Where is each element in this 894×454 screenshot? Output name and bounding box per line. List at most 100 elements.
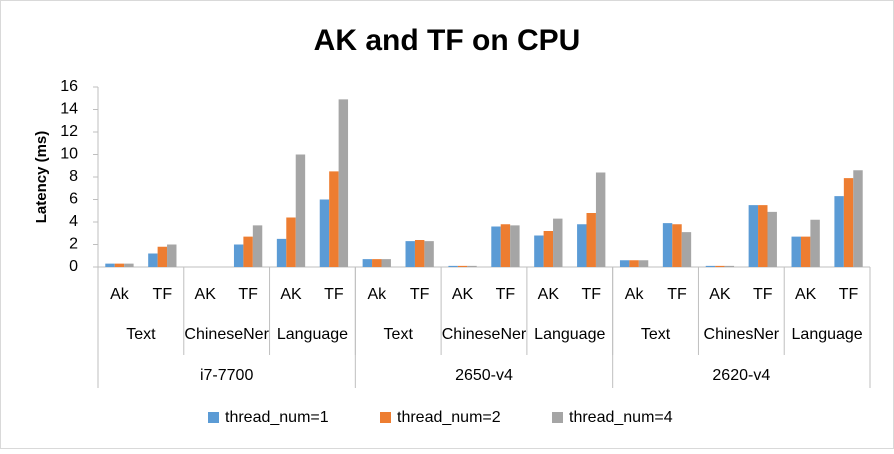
- x-tick-label: AK: [280, 286, 302, 303]
- y-tick-label: 12: [60, 123, 78, 140]
- bar: [843, 178, 854, 267]
- bar: [791, 236, 801, 267]
- x-tick-label: Ak: [367, 286, 387, 303]
- x-tick-label: TF: [153, 286, 173, 303]
- bar: [329, 171, 339, 267]
- bar: [233, 244, 244, 267]
- x-tick-label: AK: [795, 286, 817, 303]
- subgroup-label: Text: [641, 326, 671, 343]
- bar: [500, 224, 511, 267]
- x-tick-label: Ak: [625, 286, 645, 303]
- bar: [662, 223, 673, 267]
- bar: [414, 240, 425, 267]
- subgroup-label: Language: [534, 326, 605, 343]
- group-label: 2620-v4: [712, 367, 770, 384]
- subgroup-label: Language: [792, 326, 863, 343]
- bar: [276, 238, 287, 267]
- x-tick-label: TF: [324, 286, 344, 303]
- legend-label: thread_num=2: [397, 409, 501, 426]
- bar: [543, 231, 554, 267]
- subgroup-label: ChineseNer: [442, 326, 527, 343]
- x-tick-label: AK: [709, 286, 731, 303]
- bar: [758, 205, 768, 267]
- bar: [424, 241, 434, 267]
- bar: [105, 263, 115, 267]
- x-tick-label: AK: [195, 286, 217, 303]
- bar: [834, 196, 844, 267]
- y-tick-label: 14: [60, 101, 78, 118]
- x-tick-label: TF: [410, 286, 430, 303]
- bar: [810, 219, 820, 267]
- bar: [595, 172, 606, 267]
- x-tick-label: Ak: [110, 286, 130, 303]
- bar: [381, 259, 391, 267]
- legend-swatch: [380, 412, 391, 423]
- bar: [553, 218, 563, 267]
- bar: [114, 263, 125, 267]
- bar: [629, 260, 639, 267]
- bar: [338, 99, 349, 267]
- bar: [767, 211, 777, 267]
- bar: [619, 260, 630, 267]
- bar: [672, 224, 682, 267]
- bar: [243, 236, 253, 267]
- y-tick-label: 8: [69, 168, 78, 185]
- chart-title: AK and TF on CPU: [314, 24, 581, 57]
- x-tick-label: AK: [538, 286, 560, 303]
- y-tick-label: 2: [69, 236, 78, 253]
- bar: [319, 199, 330, 267]
- bar: [448, 265, 458, 267]
- bar: [362, 259, 373, 267]
- legend-label: thread_num=1: [225, 409, 329, 426]
- bar: [252, 225, 263, 267]
- subgroup-label: Text: [126, 326, 156, 343]
- bar: [167, 244, 177, 267]
- y-tick-label: 0: [69, 258, 78, 275]
- y-tick-label: 10: [60, 146, 78, 163]
- y-tick-label: 16: [60, 78, 78, 95]
- bar: [705, 265, 716, 267]
- bar: [372, 259, 382, 267]
- y-tick-label: 6: [69, 191, 78, 208]
- bar: [124, 263, 134, 267]
- x-tick-label: TF: [581, 286, 601, 303]
- subgroup-label: ChineseNer: [184, 326, 269, 343]
- group-label: i7-7700: [200, 367, 253, 384]
- x-tick-label: TF: [496, 286, 516, 303]
- bar: [457, 265, 468, 267]
- x-tick-label: TF: [839, 286, 859, 303]
- legend-swatch: [208, 412, 219, 423]
- bar: [148, 253, 158, 267]
- bar: [295, 154, 306, 267]
- legend-label: thread_num=4: [569, 409, 673, 426]
- bar: [510, 225, 520, 267]
- y-axis-label: Latency (ms): [33, 131, 50, 224]
- bar: [724, 265, 735, 267]
- legend-swatch: [552, 412, 563, 423]
- x-tick-label: TF: [667, 286, 687, 303]
- x-tick-label: AK: [452, 286, 474, 303]
- bar: [638, 260, 649, 267]
- bar: [405, 241, 415, 267]
- group-label: 2650-v4: [455, 367, 513, 384]
- bar: [491, 226, 501, 267]
- bar: [586, 213, 596, 267]
- bar: [748, 205, 759, 267]
- subgroup-label: Language: [277, 326, 348, 343]
- bar: [467, 265, 477, 267]
- x-tick-label: TF: [238, 286, 258, 303]
- bar: [800, 236, 811, 267]
- bar: [681, 232, 692, 267]
- y-tick-label: 4: [69, 213, 78, 230]
- bar: [715, 265, 725, 267]
- subgroup-label: Text: [384, 326, 414, 343]
- bar: [577, 224, 587, 267]
- bar: [853, 170, 863, 267]
- x-tick-label: TF: [753, 286, 773, 303]
- bar: [534, 235, 544, 267]
- bar: [286, 217, 296, 267]
- subgroup-label: ChinesNer: [704, 326, 780, 343]
